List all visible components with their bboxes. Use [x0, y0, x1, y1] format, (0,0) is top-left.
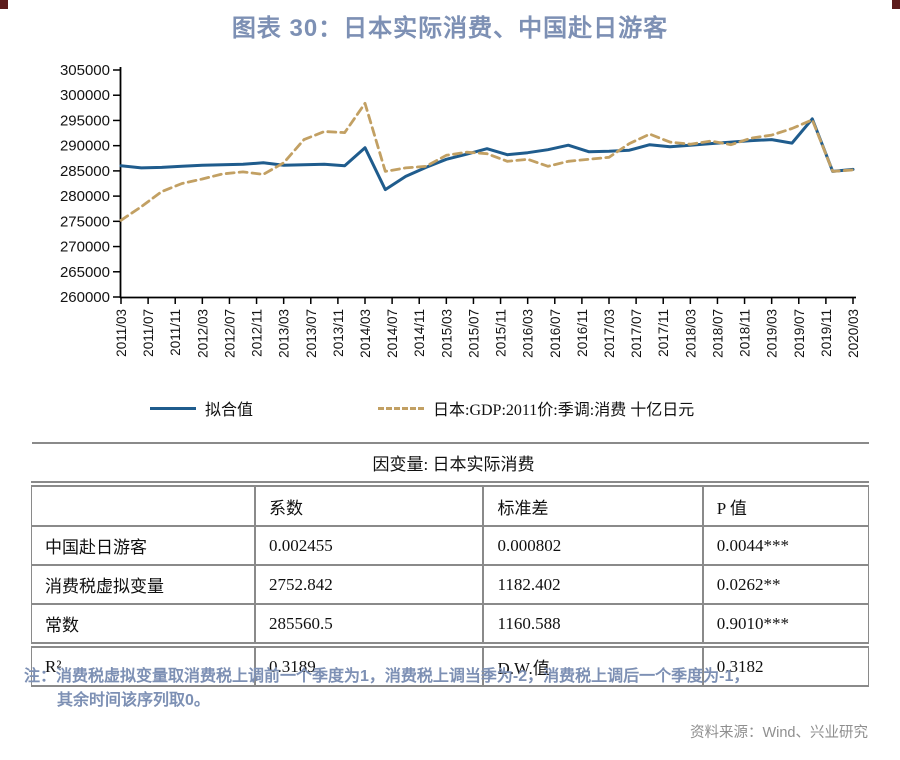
footnote: 注：消费税虚拟变量取消费税上调前一个季度为1，消费税上调当季为-2，消费税上调后…	[24, 665, 884, 713]
table-row: R² 0.3189 D.W.值 0.3182	[30, 645, 869, 687]
x-axis-label: 2015/03	[439, 309, 454, 358]
x-axis-label: 2011/07	[141, 309, 156, 357]
legend-item-actual: 日本:GDP:2011价:季调:消费 十亿日元	[378, 396, 694, 420]
cell-se: 0.000802	[482, 526, 703, 566]
x-axis-label: 2016/07	[548, 309, 563, 358]
figure-title: 图表 30：日本实际消费、中国赴日游客	[231, 15, 669, 42]
cell-coef: 285560.5	[253, 604, 484, 648]
cell-p: 0.0044***	[701, 526, 869, 566]
x-axis-label: 2012/03	[195, 309, 210, 358]
corner-mark-left	[0, 0, 8, 9]
x-axis-label: 2017/11	[656, 309, 671, 357]
header-blank	[30, 484, 255, 527]
row-label: 常数	[30, 604, 255, 648]
table-row: 消费税虚拟变量 2752.842 1182.402 0.0262**	[30, 565, 869, 605]
x-axis-label: 2017/03	[602, 309, 617, 358]
y-axis-label: 285000	[60, 163, 110, 180]
x-axis-label: 2019/11	[819, 309, 834, 357]
y-axis-label: 275000	[60, 213, 110, 230]
y-axis-label: 305000	[60, 62, 110, 79]
x-axis-label: 2013/03	[277, 309, 292, 358]
table-row: 中国赴日游客 0.002455 0.000802 0.0044***	[30, 526, 869, 566]
x-axis-label: 2016/03	[521, 309, 536, 358]
y-axis-label: 270000	[60, 239, 110, 256]
dashed-line-swatch-icon	[378, 406, 424, 410]
y-axis-label: 260000	[60, 289, 110, 306]
x-axis-label: 2014/03	[358, 309, 373, 358]
row-label: 消费税虚拟变量	[30, 565, 255, 605]
x-axis-label: 2018/07	[710, 309, 725, 358]
x-axis-label: 2015/07	[466, 309, 481, 358]
y-axis-label: 295000	[60, 112, 110, 129]
x-axis-label: 2012/07	[222, 309, 237, 358]
y-axis-label: 265000	[60, 264, 110, 281]
row-label: R²	[30, 645, 255, 687]
regression-table: 因变量: 日本实际消费 系数 标准差 P 值 中国赴日游客 0.002455 0…	[30, 442, 869, 687]
x-axis-label: 2012/11	[250, 309, 265, 357]
row-label: 中国赴日游客	[30, 526, 255, 566]
data-source: 资料来源：Wind、兴业研究	[689, 725, 868, 741]
footnote-line1: 注：消费税虚拟变量取消费税上调前一个季度为1，消费税上调当季为-2，消费税上调后…	[24, 668, 750, 685]
table-title-row: 因变量: 日本实际消费	[31, 442, 869, 487]
x-axis-label: 2019/07	[792, 309, 807, 358]
x-axis-label: 2019/03	[765, 309, 780, 358]
corner-mark-right	[892, 0, 900, 9]
x-axis-label: 2013/07	[304, 309, 319, 358]
legend-label-actual: 日本:GDP:2011价:季调:消费 十亿日元	[433, 402, 695, 419]
cell-coef: 0.3189	[253, 645, 484, 687]
dependent-variable-label: 因变量: 日本实际消费	[31, 442, 869, 487]
solid-line-swatch-icon	[150, 406, 196, 410]
cell-p: 0.9010***	[701, 604, 869, 648]
table-header-row: 系数 标准差 P 值	[30, 484, 869, 527]
x-axis-label: 2014/11	[412, 309, 427, 357]
x-axis-label: 2018/11	[738, 309, 753, 357]
cell-p: 0.3182	[701, 645, 869, 687]
x-axis-label: 2013/11	[331, 309, 346, 357]
series-line-fitted	[119, 117, 855, 192]
legend-item-fitted: 拟合值	[150, 396, 253, 420]
chart-legend: 拟合值 日本:GDP:2011价:季调:消费 十亿日元	[0, 396, 900, 422]
series-line-actual	[119, 101, 855, 222]
cell-coef: 2752.842	[253, 565, 484, 605]
header-coefficient: 系数	[253, 484, 484, 527]
x-axis-label: 2018/03	[683, 309, 698, 358]
x-axis-label: 2020/03	[846, 309, 861, 358]
x-axis-label: 2014/07	[385, 309, 400, 358]
x-axis-label: 2016/11	[575, 309, 590, 357]
cell-se: 1182.402	[482, 565, 703, 605]
cell-coef: 0.002455	[253, 526, 484, 566]
cell-se: D.W.值	[482, 645, 703, 687]
line-chart: 260000 265000 270000 275000 280000 285000 2900…	[60, 62, 861, 358]
x-axis-label: 2015/11	[494, 309, 509, 357]
cell-se: 1160.588	[482, 604, 703, 648]
footnote-line2: 其余时间该序列取0。	[57, 692, 210, 709]
table-row: 常数 285560.5 1160.588 0.9010***	[30, 604, 869, 648]
x-axis-label: 2017/07	[629, 309, 644, 358]
x-axis-label: 2011/11	[168, 309, 183, 356]
header-pvalue: P 值	[701, 484, 869, 527]
y-axis-label: 280000	[60, 188, 110, 205]
legend-label-fitted: 拟合值	[205, 402, 254, 419]
x-axis-label: 2011/03	[114, 309, 129, 357]
y-axis-label: 300000	[60, 87, 110, 104]
cell-p: 0.0262**	[701, 565, 869, 605]
header-stderr: 标准差	[482, 484, 703, 527]
y-axis-label: 290000	[60, 138, 110, 155]
